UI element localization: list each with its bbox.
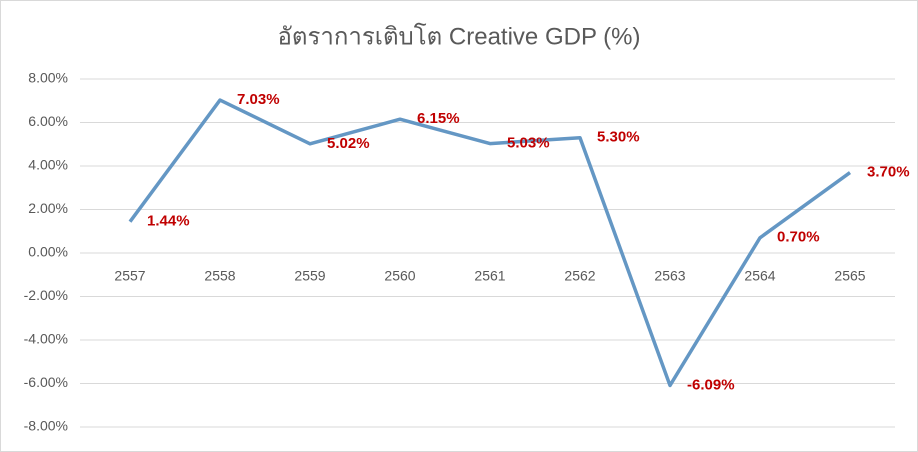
data-label: 5.02% <box>327 135 370 152</box>
y-tick-label: 6.00% <box>28 113 68 129</box>
data-label: 5.03% <box>507 135 550 152</box>
x-tick-label: 2559 <box>294 268 325 284</box>
y-tick-label: -8.00% <box>24 418 68 434</box>
x-tick-label: 2564 <box>744 268 775 284</box>
data-label: -6.09% <box>687 376 735 393</box>
x-tick-label: 2563 <box>654 268 685 284</box>
x-tick-label: 2561 <box>474 268 505 284</box>
x-tick-label: 2560 <box>384 268 415 284</box>
data-label: 6.15% <box>417 110 460 127</box>
data-label: 1.44% <box>147 213 190 230</box>
y-tick-label: 2.00% <box>28 200 68 216</box>
y-tick-label: 0.00% <box>28 244 68 260</box>
y-tick-label: 8.00% <box>28 70 68 86</box>
y-tick-label: -6.00% <box>24 374 68 390</box>
y-tick-label: 4.00% <box>28 157 68 173</box>
data-label: 7.03% <box>237 91 280 108</box>
y-tick-label: -2.00% <box>24 287 68 303</box>
chart-title: อัตราการเติบโต Creative GDP (%) <box>277 22 640 50</box>
data-label: 3.70% <box>867 163 910 180</box>
x-tick-label: 2557 <box>114 268 145 284</box>
x-tick-label: 2558 <box>204 268 235 284</box>
x-tick-label: 2562 <box>564 268 595 284</box>
data-label: 0.70% <box>777 229 820 246</box>
x-tick-label: 2565 <box>834 268 865 284</box>
data-line <box>128 98 852 388</box>
y-tick-label: -4.00% <box>24 331 68 347</box>
data-label: 5.30% <box>597 129 640 146</box>
